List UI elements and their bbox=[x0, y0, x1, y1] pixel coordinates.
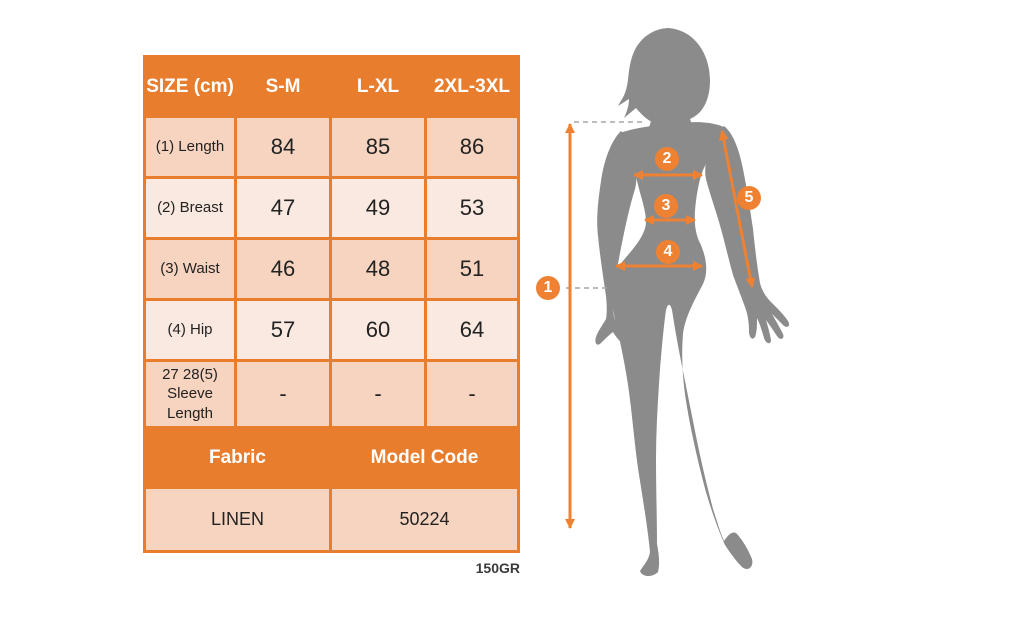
fabric-value: LINEN bbox=[146, 489, 329, 550]
row-waist-lxl: 48 bbox=[332, 240, 424, 298]
female-body-silhouette bbox=[595, 28, 790, 577]
header-size-cm: SIZE (cm) bbox=[146, 58, 234, 115]
row-length-lxl: 85 bbox=[332, 118, 424, 176]
row-hip-sm: 57 bbox=[237, 301, 329, 359]
sleeve-arrow bbox=[718, 130, 756, 288]
row-length-2xl3xl: 86 bbox=[427, 118, 517, 176]
row-waist-label: (3) Waist bbox=[146, 240, 234, 298]
body-silhouette-figure bbox=[565, 28, 790, 577]
row-sleeve-lxl: - bbox=[332, 362, 424, 426]
measure-marker-breast: 2 bbox=[655, 147, 679, 171]
size-table: SIZE (cm) S-M L-XL 2XL-3XL (1) Length 84… bbox=[143, 55, 520, 553]
row-waist-sm: 46 bbox=[237, 240, 329, 298]
row-sleeve-2xl3xl: - bbox=[427, 362, 517, 426]
model-code-value: 50224 bbox=[332, 489, 517, 550]
model-code-header: Model Code bbox=[332, 429, 517, 486]
measure-marker-height: 1 bbox=[536, 276, 560, 300]
header-size-lxl: L-XL bbox=[332, 58, 424, 115]
measure-marker-sleeve: 5 bbox=[737, 186, 761, 210]
row-hip-2xl3xl: 64 bbox=[427, 301, 517, 359]
row-breast-lxl: 49 bbox=[332, 179, 424, 237]
row-waist-2xl3xl: 51 bbox=[427, 240, 517, 298]
row-length-label: (1) Length bbox=[146, 118, 234, 176]
row-length-sm: 84 bbox=[237, 118, 329, 176]
measure-marker-waist: 3 bbox=[654, 194, 678, 218]
row-breast-2xl3xl: 53 bbox=[427, 179, 517, 237]
row-hip-lxl: 60 bbox=[332, 301, 424, 359]
header-size-sm: S-M bbox=[237, 58, 329, 115]
fabric-header: Fabric bbox=[146, 429, 329, 486]
measure-marker-hip: 4 bbox=[656, 240, 680, 264]
row-breast-sm: 47 bbox=[237, 179, 329, 237]
weight-note: 150GR bbox=[475, 560, 520, 576]
row-hip-label: (4) Hip bbox=[146, 301, 234, 359]
row-breast-label: (2) Breast bbox=[146, 179, 234, 237]
row-sleeve-sm: - bbox=[237, 362, 329, 426]
header-size-2xl3xl: 2XL-3XL bbox=[427, 58, 517, 115]
row-sleeve-label: 27 28(5) Sleeve Length bbox=[146, 362, 234, 426]
